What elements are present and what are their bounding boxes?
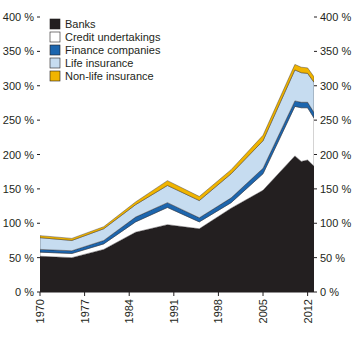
y-tick-label: 200 % — [3, 149, 34, 161]
y-tick — [314, 257, 317, 258]
x-tick — [218, 292, 219, 296]
legend-label: Credit undertakings — [65, 31, 161, 43]
legend-swatch — [50, 71, 60, 81]
chart: 0 % 0 % 50 % 50 % 100 % 100 % 150 % 150 % 200 % 2… — [0, 0, 360, 341]
legend-swatch — [50, 32, 60, 42]
legend-label: Finance companies — [65, 44, 161, 56]
x-tick-label: 1977 — [79, 299, 91, 323]
x-axis-line — [40, 292, 314, 293]
y-tick-label: 250 % — [320, 114, 351, 126]
y-tick — [314, 154, 317, 155]
y-tick-label: 300 % — [3, 80, 34, 92]
y-tick — [314, 292, 317, 293]
legend-label: Non-life insurance — [65, 70, 154, 82]
y-tick — [37, 223, 40, 224]
y-tick — [314, 120, 317, 121]
x-tick-label: 1970 — [34, 299, 46, 323]
y-tick — [37, 17, 40, 18]
x-tick — [263, 292, 264, 296]
x-tick-label: 1991 — [168, 299, 180, 323]
y-tick — [37, 120, 40, 121]
y-tick-label: 0 % — [15, 286, 34, 298]
x-tick — [40, 292, 41, 296]
y-tick — [314, 223, 317, 224]
y-tick — [37, 154, 40, 155]
x-tick — [307, 292, 308, 296]
legend-label: Life insurance — [65, 57, 134, 69]
x-tick-label: 1984 — [123, 299, 135, 323]
y-tick-label: 250 % — [3, 114, 34, 126]
y-tick-label: 400 % — [320, 11, 351, 23]
y-tick-label: 100 % — [320, 217, 351, 229]
areas — [40, 64, 314, 292]
legend: BanksCredit undertakingsFinance companie… — [50, 18, 161, 82]
legend-swatch — [50, 45, 60, 55]
x-tick-label: 2005 — [257, 299, 269, 323]
y-tick — [314, 188, 317, 189]
area — [40, 70, 314, 251]
x-tick — [173, 292, 174, 296]
x-tick-label: 2012 — [302, 299, 314, 323]
y-tick-label: 150 % — [3, 183, 34, 195]
y-tick — [37, 85, 40, 86]
y-tick-label: 0 % — [320, 286, 339, 298]
y-tick-label: 50 % — [320, 252, 345, 264]
y-tick-label: 150 % — [320, 183, 351, 195]
y-tick — [314, 85, 317, 86]
y-tick-label: 100 % — [3, 217, 34, 229]
y-tick — [314, 17, 317, 18]
y-tick-label: 350 % — [3, 45, 34, 57]
y-tick — [37, 188, 40, 189]
y-tick — [37, 51, 40, 52]
y-tick-label: 350 % — [320, 45, 351, 57]
legend-swatch — [50, 19, 60, 29]
y-tick-label: 50 % — [9, 252, 34, 264]
y-tick-label: 300 % — [320, 80, 351, 92]
x-tick — [129, 292, 130, 296]
legend-label: Banks — [65, 18, 96, 30]
x-tick-label: 1998 — [212, 299, 224, 323]
y-tick — [37, 257, 40, 258]
legend-swatch — [50, 58, 60, 68]
y-tick-label: 200 % — [320, 149, 351, 161]
x-tick — [84, 292, 85, 296]
area — [40, 64, 314, 240]
y-tick-label: 400 % — [3, 11, 34, 23]
y-tick — [314, 51, 317, 52]
